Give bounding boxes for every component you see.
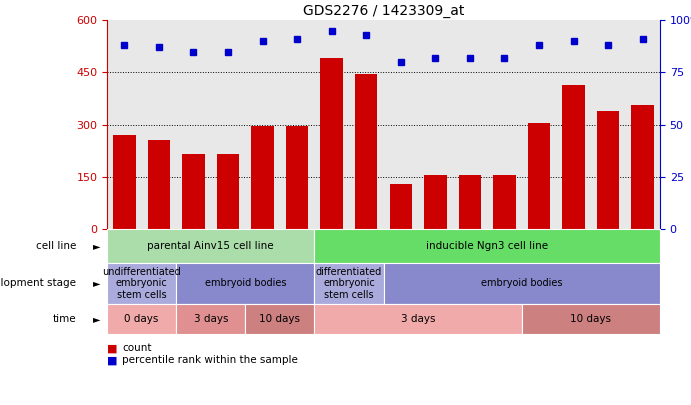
Text: 3 days: 3 days xyxy=(401,314,435,324)
Text: embryoid bodies: embryoid bodies xyxy=(205,279,286,288)
Text: 0 days: 0 days xyxy=(124,314,159,324)
Title: GDS2276 / 1423309_at: GDS2276 / 1423309_at xyxy=(303,4,464,18)
Bar xyxy=(252,126,274,229)
Text: time: time xyxy=(53,314,76,324)
Bar xyxy=(528,123,550,229)
Text: parental Ainv15 cell line: parental Ainv15 cell line xyxy=(147,241,274,251)
Text: ►: ► xyxy=(93,241,101,251)
Text: embryoid bodies: embryoid bodies xyxy=(481,279,562,288)
Text: 3 days: 3 days xyxy=(193,314,228,324)
Text: ■: ■ xyxy=(107,343,117,353)
Bar xyxy=(632,105,654,229)
Text: cell line: cell line xyxy=(36,241,76,251)
Text: 10 days: 10 days xyxy=(570,314,612,324)
Text: 10 days: 10 days xyxy=(259,314,301,324)
Text: ■: ■ xyxy=(107,356,117,365)
Bar xyxy=(355,74,377,229)
Bar xyxy=(113,135,135,229)
Bar xyxy=(562,85,585,229)
Bar xyxy=(321,58,343,229)
Bar xyxy=(286,126,308,229)
Bar xyxy=(424,175,446,229)
Text: undifferentiated
embryonic
stem cells: undifferentiated embryonic stem cells xyxy=(102,267,181,300)
Text: development stage: development stage xyxy=(0,279,76,288)
Bar xyxy=(182,154,205,229)
Text: ►: ► xyxy=(93,314,101,324)
Text: count: count xyxy=(122,343,152,353)
Bar xyxy=(459,175,481,229)
Bar xyxy=(148,140,170,229)
Text: differentiated
embryonic
stem cells: differentiated embryonic stem cells xyxy=(316,267,382,300)
Bar xyxy=(217,154,239,229)
Text: ►: ► xyxy=(93,279,101,288)
Text: inducible Ngn3 cell line: inducible Ngn3 cell line xyxy=(426,241,548,251)
Bar xyxy=(493,175,515,229)
Bar xyxy=(597,111,619,229)
Text: percentile rank within the sample: percentile rank within the sample xyxy=(122,356,299,365)
Bar xyxy=(390,183,412,229)
